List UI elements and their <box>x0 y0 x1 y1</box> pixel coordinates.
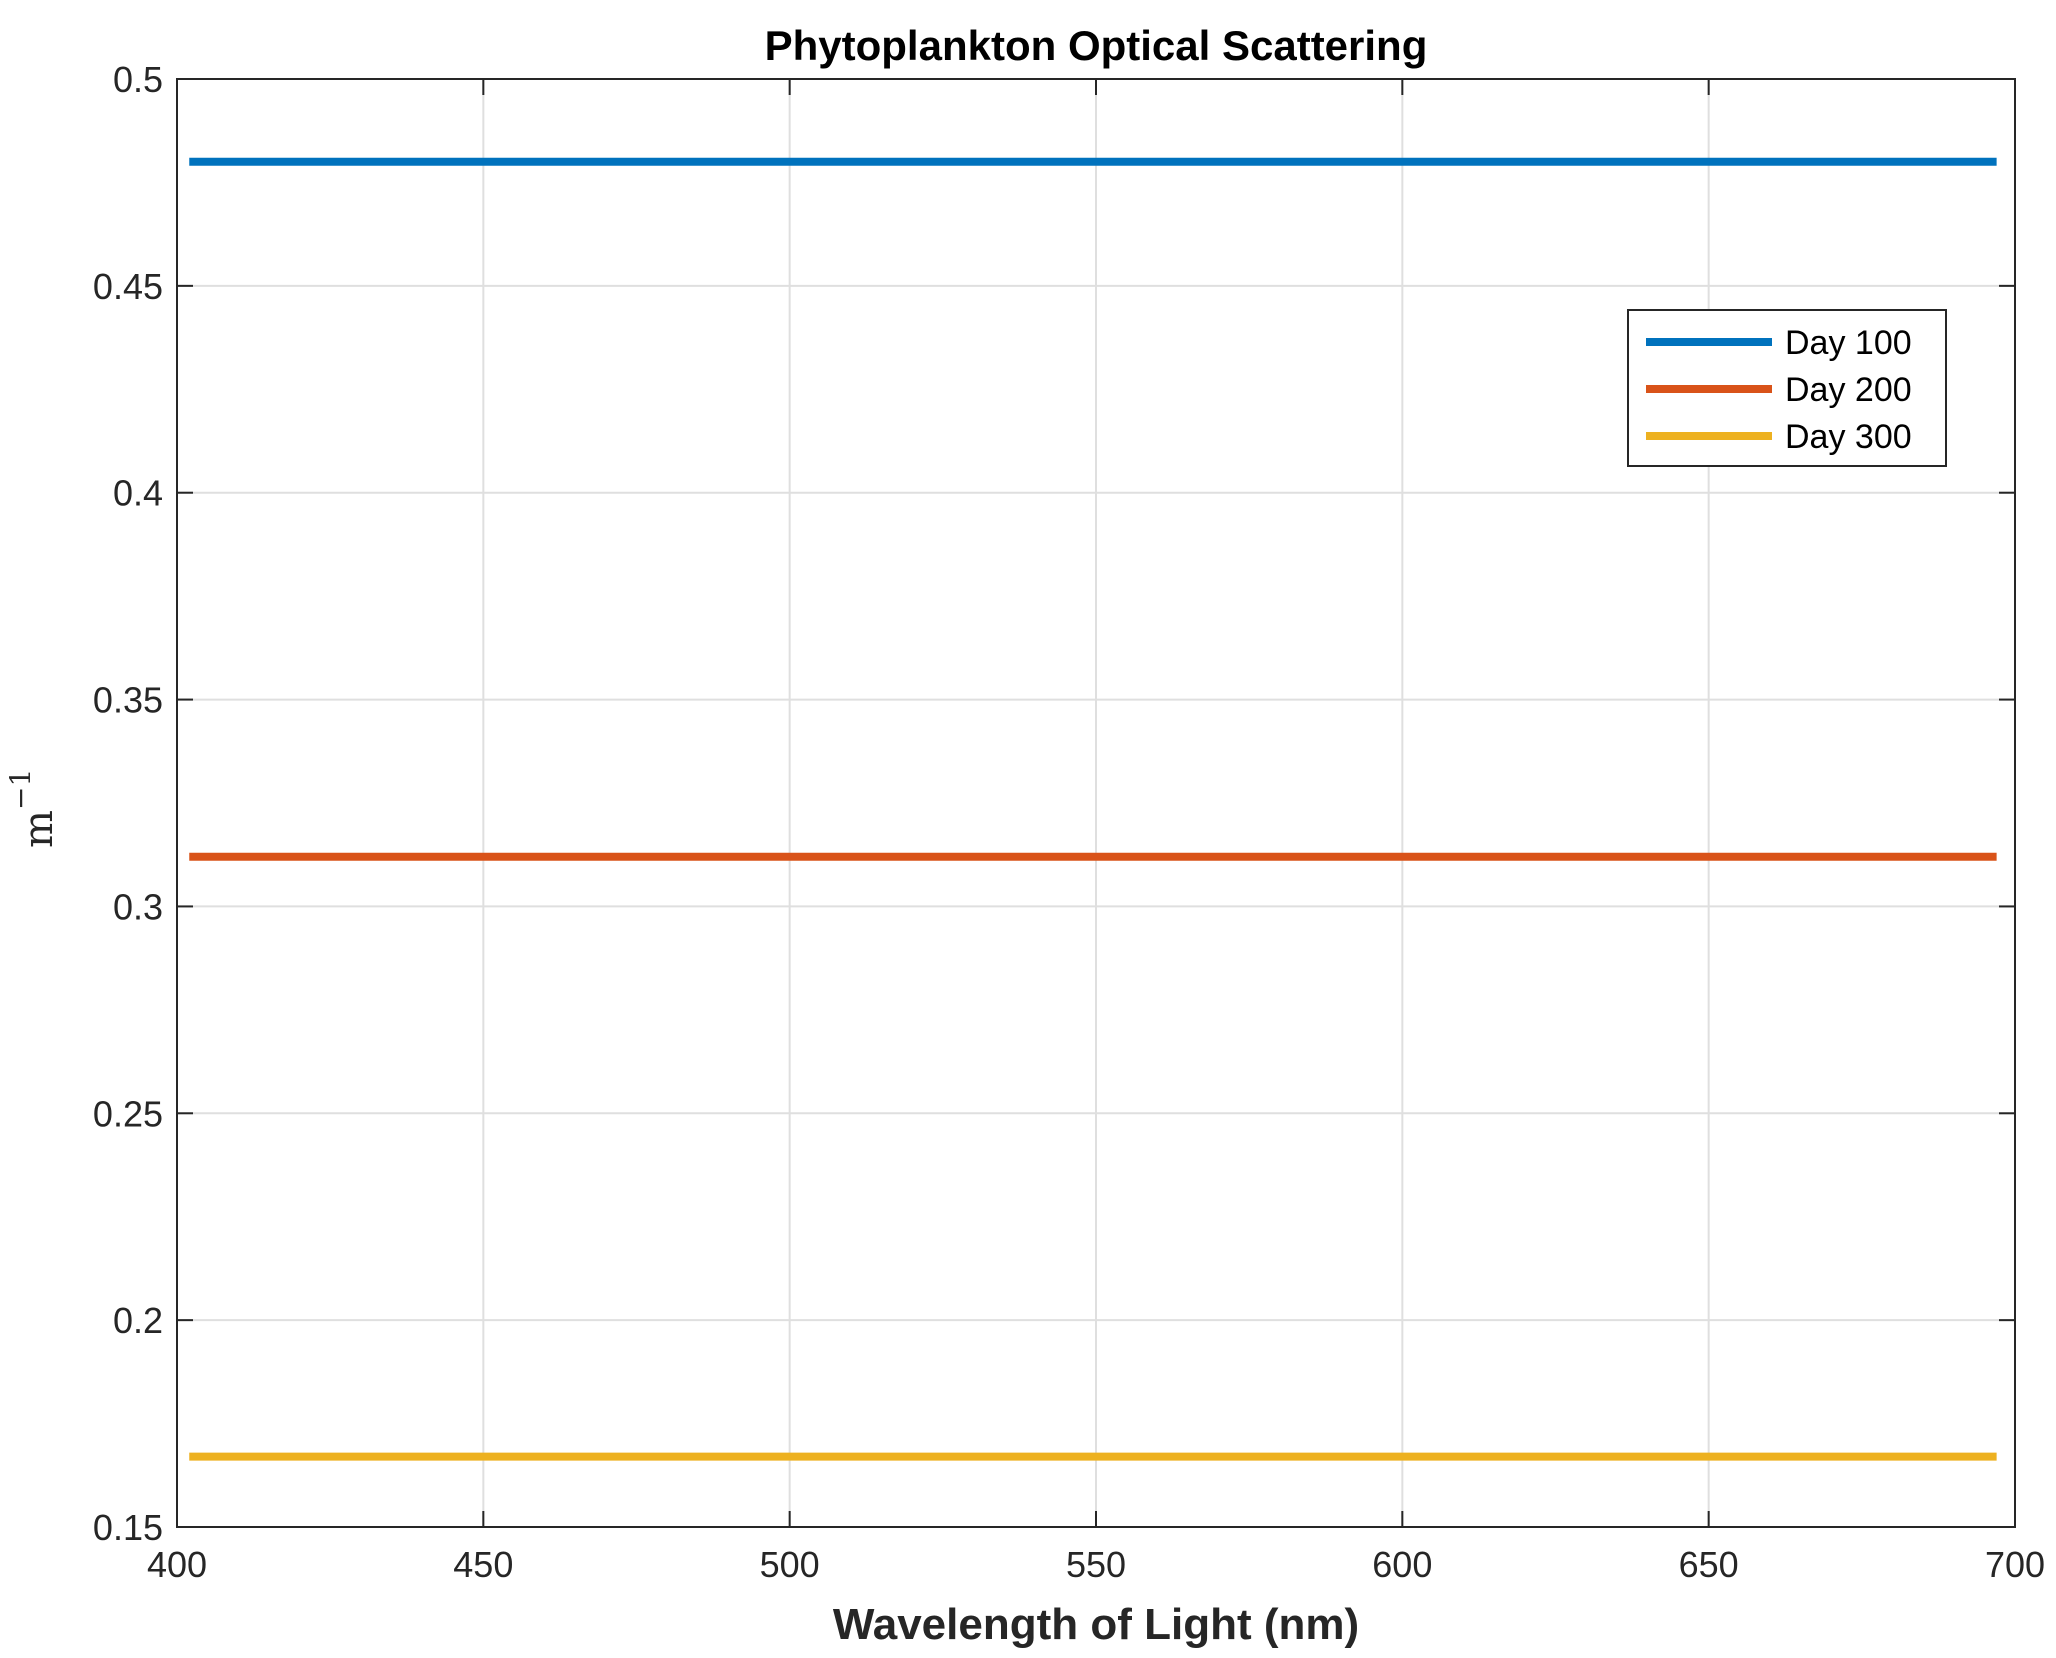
y-tick-label: 0.25 <box>93 1093 163 1134</box>
axis-ticks <box>176 78 2016 1528</box>
y-axis-label-base: m <box>16 810 62 848</box>
x-tick-label: 400 <box>147 1544 207 1585</box>
legend-label-day-100: Day 100 <box>1785 324 1912 362</box>
x-tick-label: 450 <box>453 1544 513 1585</box>
x-tick-label: 500 <box>760 1544 820 1585</box>
x-tick-label: 550 <box>1066 1544 1126 1585</box>
y-tick-label: 0.2 <box>113 1300 163 1341</box>
y-tick-label: 0.3 <box>113 886 163 927</box>
y-axis-label: m −1 <box>4 769 62 848</box>
series-lines <box>189 157 1997 1461</box>
chart-title: Phytoplankton Optical Scattering <box>765 22 1428 69</box>
y-axis-label-exponent: −1 <box>4 769 37 810</box>
y-tick-label: 0.45 <box>93 266 163 307</box>
x-tick-label: 650 <box>1679 1544 1739 1585</box>
axis-tick-labels: 400 450 500 550 600 650 700 0.15 0.2 0.25 0.3 0.35 0… <box>93 59 2045 1585</box>
y-tick-label: 0.35 <box>93 680 163 721</box>
x-tick-label: 600 <box>1372 1544 1432 1585</box>
y-tick-label: 0.4 <box>113 473 163 514</box>
legend: Day 100 Day 200 Day 300 <box>1627 309 1947 467</box>
x-tick-label: 700 <box>1985 1544 2045 1585</box>
legend-label-day-200: Day 200 <box>1785 371 1912 409</box>
x-axis-label: Wavelength of Light (nm) <box>833 1600 1359 1649</box>
y-tick-label: 0.5 <box>113 59 163 100</box>
legend-label-day-300: Day 300 <box>1785 418 1912 456</box>
y-tick-label: 0.15 <box>93 1507 163 1548</box>
